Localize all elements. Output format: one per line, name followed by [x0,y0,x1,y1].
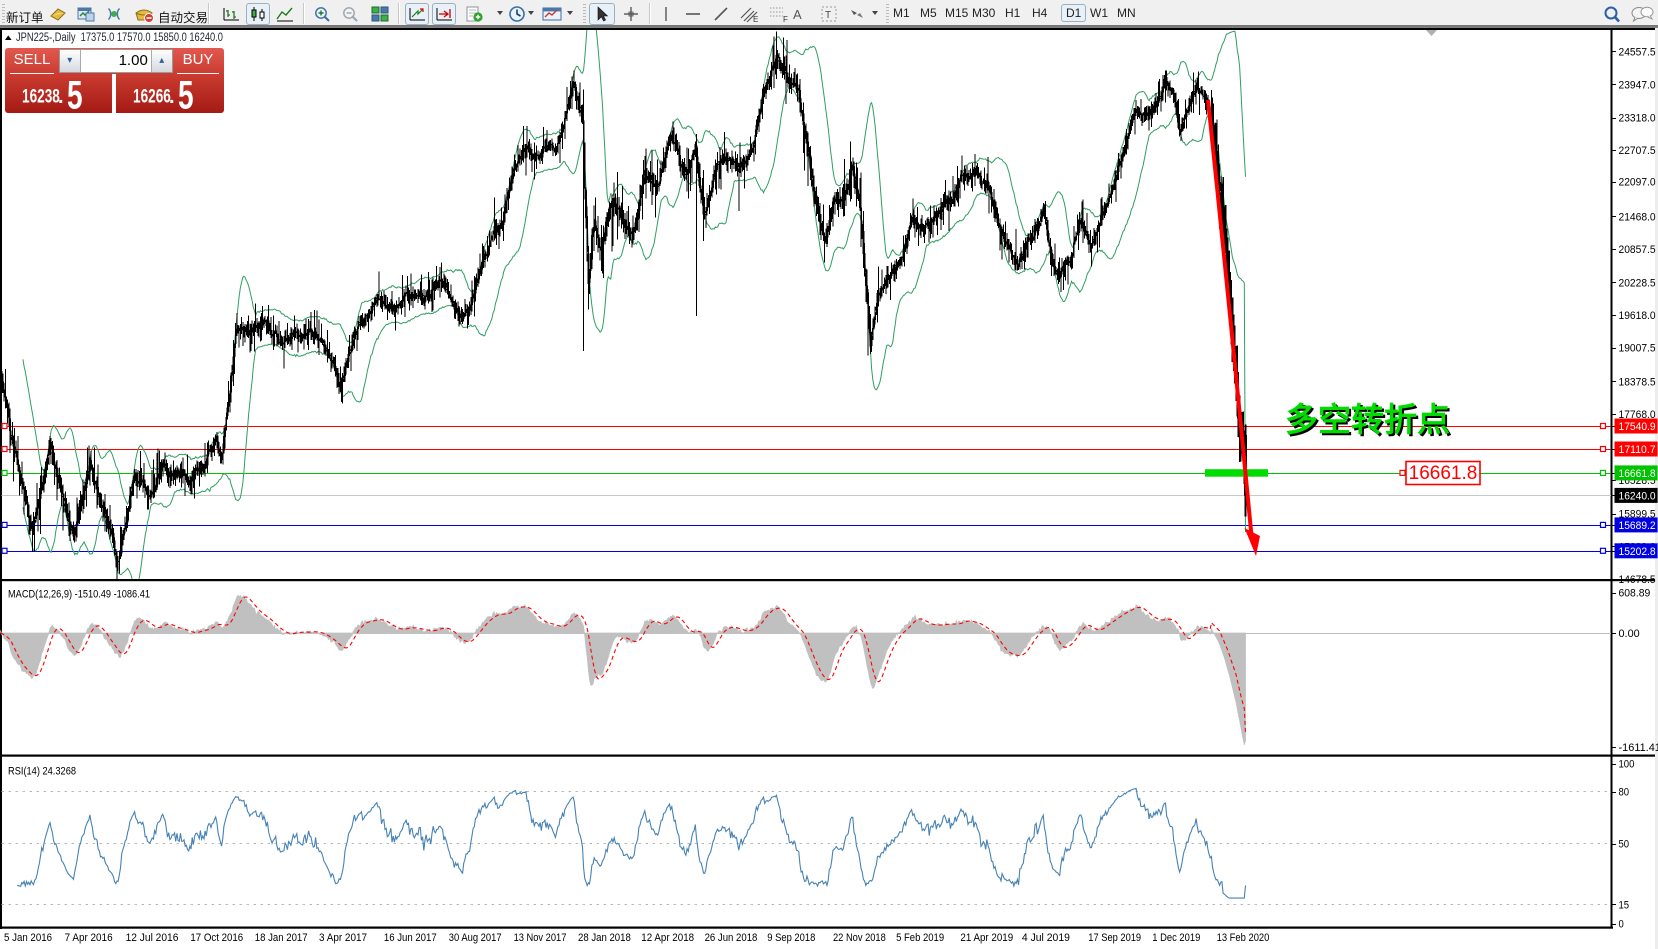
svg-text:F: F [783,15,788,24]
svg-text:3 Apr 2017: 3 Apr 2017 [319,932,367,944]
svg-text:JPN225-,Daily 17375.0 17570.0: JPN225-,Daily 17375.0 17570.0 15850.0 16… [16,32,223,44]
svg-text:16661.8: 16661.8 [1619,468,1656,480]
svg-text:5 Feb 2019: 5 Feb 2019 [896,932,944,944]
svg-text:17 Sep 2019: 17 Sep 2019 [1088,932,1141,944]
svg-text:24557.5: 24557.5 [1619,46,1656,58]
svg-text:14678.5: 14678.5 [1619,574,1656,586]
svg-text:22 Nov 2018: 22 Nov 2018 [833,932,886,944]
svg-text:28 Jan 2018: 28 Jan 2018 [578,932,631,944]
svg-text:20228.5: 20228.5 [1619,278,1656,290]
svg-text:16 Jun 2017: 16 Jun 2017 [384,932,437,944]
svg-text:多空转折点: 多空转折点 [1285,402,1450,439]
svg-text:19618.0: 19618.0 [1619,310,1656,322]
svg-text:9 Sep 2018: 9 Sep 2018 [767,932,815,944]
svg-text:608.89: 608.89 [1619,588,1651,600]
svg-text:13 Feb 2020: 13 Feb 2020 [1217,932,1270,944]
svg-text:22707.5: 22707.5 [1619,145,1656,157]
svg-text:20857.5: 20857.5 [1619,244,1656,256]
svg-text:16240.0: 16240.0 [1619,490,1656,502]
svg-text:18 Jan 2017: 18 Jan 2017 [255,932,308,944]
svg-text:1 Dec 2019: 1 Dec 2019 [1152,932,1200,944]
svg-text:50: 50 [1619,839,1630,851]
svg-text:80: 80 [1619,787,1630,799]
svg-text:13 Nov 2017: 13 Nov 2017 [514,932,567,944]
svg-text:15689.2: 15689.2 [1619,520,1656,532]
svg-text:26 Jun 2018: 26 Jun 2018 [705,932,758,944]
svg-text:30 Aug 2017: 30 Aug 2017 [449,932,502,944]
svg-text:-1611.41: -1611.41 [1619,742,1658,754]
svg-text:12 Apr 2018: 12 Apr 2018 [641,932,694,944]
svg-text:T: T [825,10,831,21]
svg-text:多空转折点: 多空转折点 [1287,404,1452,441]
svg-text:21468.0: 21468.0 [1619,211,1656,223]
svg-text:12 Jul 2016: 12 Jul 2016 [126,932,179,944]
svg-text:5 Jan 2016: 5 Jan 2016 [4,932,52,944]
svg-text:17768.0: 17768.0 [1619,409,1656,421]
svg-text:0: 0 [1619,919,1624,931]
svg-text:0.00: 0.00 [1619,628,1640,640]
svg-text:17540.9: 17540.9 [1619,421,1656,433]
svg-text:22097.0: 22097.0 [1619,177,1656,189]
svg-text:15202.8: 15202.8 [1619,546,1656,558]
svg-text:15: 15 [1619,899,1630,911]
svg-text:E: E [753,15,758,24]
svg-text:MACD(12,26,9) -1510.49 -1086.4: MACD(12,26,9) -1510.49 -1086.41 [8,589,150,601]
svg-text:16661.8: 16661.8 [1409,463,1478,484]
svg-text:17 Oct 2016: 17 Oct 2016 [190,932,243,944]
svg-text:23947.0: 23947.0 [1619,79,1656,91]
svg-text:18378.5: 18378.5 [1619,376,1656,388]
svg-text:17110.7: 17110.7 [1619,444,1656,456]
svg-text:100: 100 [1619,759,1635,771]
svg-text:RSI(14) 24.3268: RSI(14) 24.3268 [8,766,76,778]
svg-text:21 Apr 2019: 21 Apr 2019 [960,932,1013,944]
svg-text:7 Apr 2016: 7 Apr 2016 [65,932,113,944]
svg-text:23318.0: 23318.0 [1619,113,1656,125]
svg-text:19007.5: 19007.5 [1619,343,1656,355]
svg-text:4 Jul 2019: 4 Jul 2019 [1022,932,1070,944]
